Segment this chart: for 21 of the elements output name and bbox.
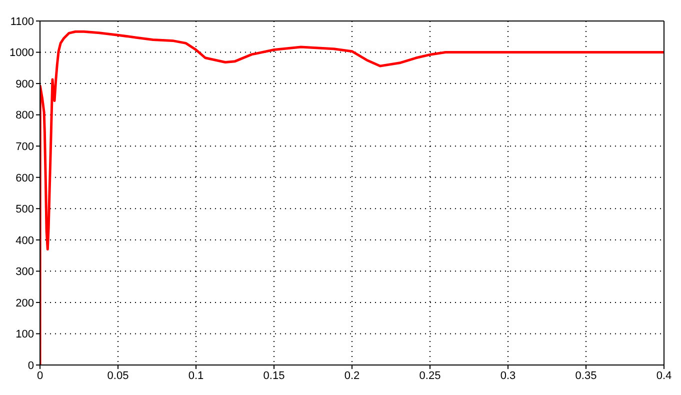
y-tick-label: 1100	[10, 16, 34, 28]
y-tick-label: 300	[16, 266, 34, 278]
x-tick-label: 0.3	[500, 370, 516, 382]
y-tick-label: 400	[16, 234, 34, 247]
y-tick-label: 0	[28, 360, 34, 372]
y-tick-label: 600	[16, 172, 34, 184]
y-tick-label: 900	[16, 78, 34, 90]
x-tick-label: 0.4	[656, 370, 672, 382]
y-tick-label: 800	[16, 110, 34, 122]
x-tick-label: 0.15	[263, 370, 285, 382]
y-tick-label: 100	[16, 328, 34, 341]
x-tick-label: 0.35	[575, 370, 597, 382]
y-tick-label: 700	[16, 140, 34, 153]
x-tick-label: 0	[36, 370, 44, 382]
y-tick-label: 500	[16, 204, 34, 216]
x-tick-label: 0.2	[344, 370, 360, 382]
x-tick-label: 0.05	[107, 370, 129, 382]
y-tick-label: 200	[16, 297, 34, 310]
x-tick-label: 0.25	[419, 370, 441, 382]
y-tick-label: 1000	[10, 47, 34, 60]
x-tick-label: 0.1	[188, 370, 204, 382]
